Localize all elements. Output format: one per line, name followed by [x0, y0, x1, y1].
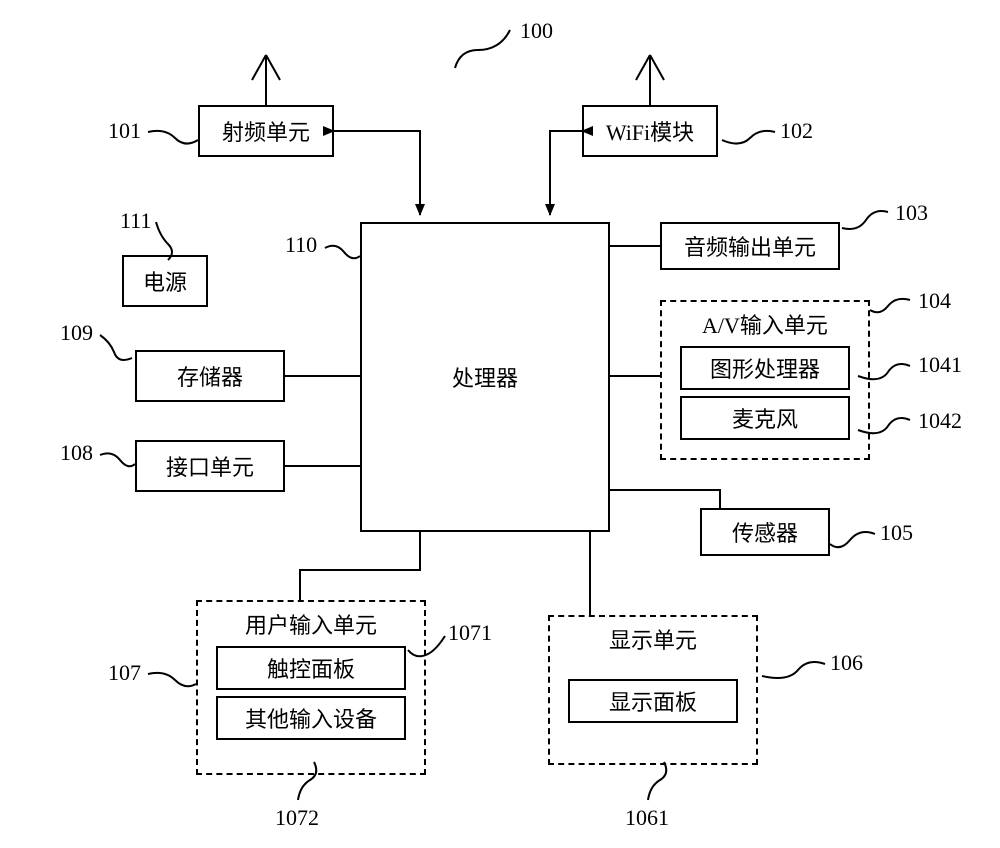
memory-box: 存储器	[135, 350, 285, 402]
wifi-module-box: WiFi模块	[582, 105, 718, 157]
ref-100: 100	[520, 18, 553, 44]
sensor-label: 传感器	[732, 516, 798, 548]
ref-1042: 1042	[918, 408, 962, 434]
av-input-group: A/V输入单元 图形处理器 麦克风	[660, 300, 870, 460]
rf-processor-link	[334, 131, 420, 215]
ref-107: 107	[108, 660, 141, 686]
touch-panel-label: 触控面板	[267, 652, 355, 684]
wifi-antenna-icon	[636, 55, 664, 105]
ref-108: 108	[60, 440, 93, 466]
mic-label: 麦克风	[732, 402, 798, 434]
touch-panel-box: 触控面板	[216, 646, 406, 690]
block-diagram: 射频单元 WiFi模块 电源 存储器 接口单元 处理器 音频输出单元 传感器 A…	[0, 0, 1000, 848]
rf-antenna-icon	[252, 55, 280, 105]
ref-111: 111	[120, 208, 151, 234]
user-input-title: 用户输入单元	[198, 608, 424, 640]
av-input-title: A/V输入单元	[662, 308, 868, 340]
display-panel-label: 显示面板	[609, 685, 697, 717]
display-panel-box: 显示面板	[568, 679, 738, 723]
ref-109: 109	[60, 320, 93, 346]
ref-102: 102	[780, 118, 813, 144]
gpu-label: 图形处理器	[710, 352, 820, 384]
ref-1072: 1072	[275, 805, 319, 831]
interface-unit-box: 接口单元	[135, 440, 285, 492]
ref-1061: 1061	[625, 805, 669, 831]
ref-110: 110	[285, 232, 317, 258]
ref-105: 105	[880, 520, 913, 546]
other-input-box: 其他输入设备	[216, 696, 406, 740]
wifi-module-label: WiFi模块	[606, 115, 694, 147]
mic-box: 麦克风	[680, 396, 850, 440]
audio-out-label: 音频输出单元	[684, 230, 816, 262]
interface-unit-label: 接口单元	[166, 450, 254, 482]
power-label: 电源	[143, 265, 187, 297]
sensor-box: 传感器	[700, 508, 830, 556]
other-input-label: 其他输入设备	[245, 702, 377, 734]
ref-103: 103	[895, 200, 928, 226]
ref-101: 101	[108, 118, 141, 144]
memory-label: 存储器	[177, 360, 243, 392]
power-box: 电源	[122, 255, 208, 307]
processor-label: 处理器	[452, 361, 518, 393]
gpu-box: 图形处理器	[680, 346, 850, 390]
display-title: 显示单元	[550, 623, 756, 655]
ref-106: 106	[830, 650, 863, 676]
processor-box: 处理器	[360, 222, 610, 532]
audio-out-box: 音频输出单元	[660, 222, 840, 270]
ref-1041: 1041	[918, 352, 962, 378]
wifi-processor-link	[550, 131, 582, 215]
ref-104: 104	[918, 288, 951, 314]
user-input-group: 用户输入单元 触控面板 其他输入设备	[196, 600, 426, 775]
ref-1071: 1071	[448, 620, 492, 646]
display-group: 显示单元 显示面板	[548, 615, 758, 765]
rf-unit-box: 射频单元	[198, 105, 334, 157]
rf-unit-label: 射频单元	[222, 115, 310, 147]
